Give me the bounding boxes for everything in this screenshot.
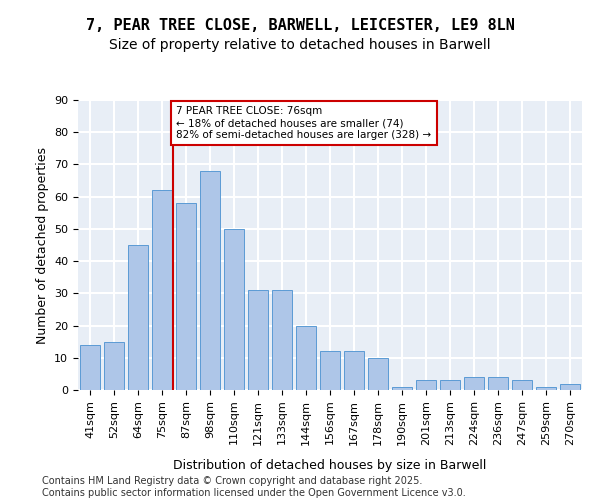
Bar [296,326,316,390]
Bar [152,190,172,390]
Bar [392,387,412,390]
X-axis label: Distribution of detached houses by size in Barwell: Distribution of detached houses by size … [173,458,487,471]
Text: Size of property relative to detached houses in Barwell: Size of property relative to detached ho… [109,38,491,52]
Bar [464,377,484,390]
Text: 7, PEAR TREE CLOSE, BARWELL, LEICESTER, LE9 8LN: 7, PEAR TREE CLOSE, BARWELL, LEICESTER, … [86,18,514,32]
Bar [224,229,244,390]
Bar [80,345,100,390]
Bar [200,171,220,390]
Bar [536,387,556,390]
Text: 7 PEAR TREE CLOSE: 76sqm
← 18% of detached houses are smaller (74)
82% of semi-d: 7 PEAR TREE CLOSE: 76sqm ← 18% of detach… [176,106,431,140]
Bar [104,342,124,390]
Bar [512,380,532,390]
Y-axis label: Number of detached properties: Number of detached properties [35,146,49,344]
Bar [440,380,460,390]
Bar [488,377,508,390]
Text: Contains HM Land Registry data © Crown copyright and database right 2025.
Contai: Contains HM Land Registry data © Crown c… [42,476,466,498]
Bar [560,384,580,390]
Bar [416,380,436,390]
Bar [176,203,196,390]
Bar [320,352,340,390]
Bar [248,290,268,390]
Bar [368,358,388,390]
Bar [272,290,292,390]
Bar [128,245,148,390]
Bar [344,352,364,390]
